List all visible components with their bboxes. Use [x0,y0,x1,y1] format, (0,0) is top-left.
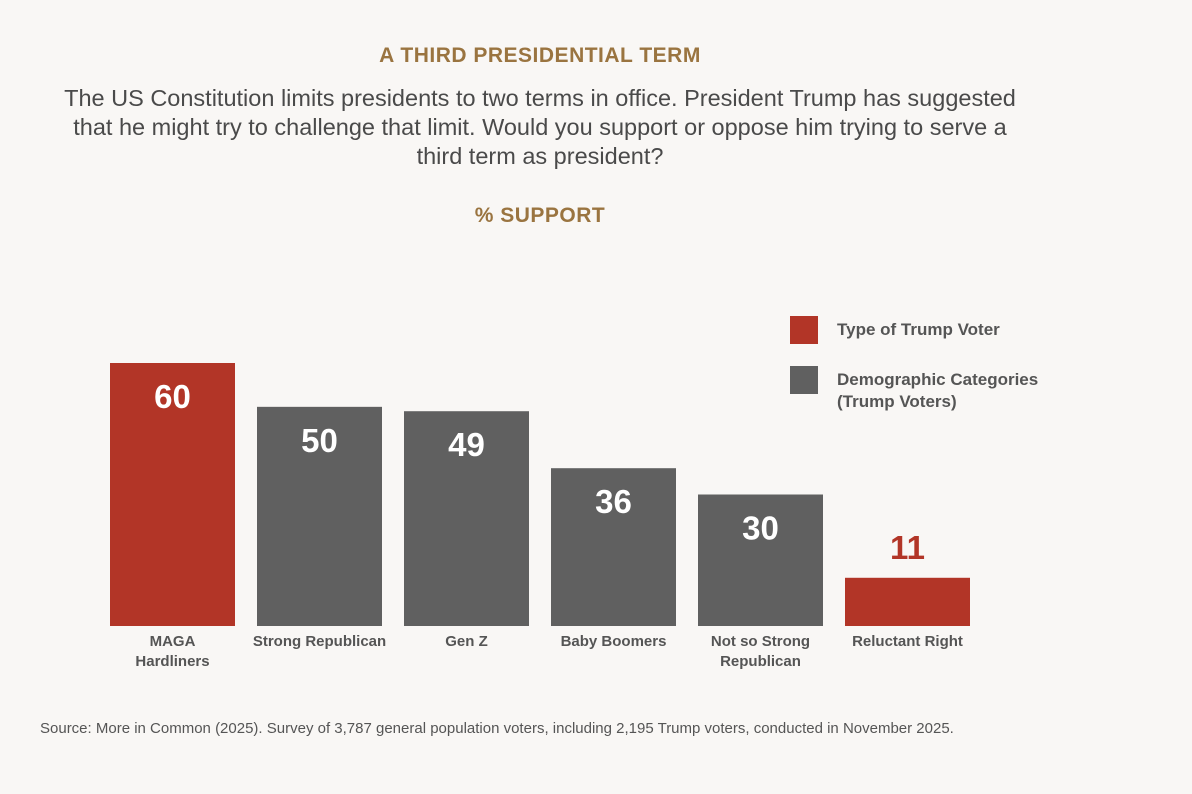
data-label: 49 [448,426,485,463]
legend-item-trump-voter-type: Type of Trump Voter [790,316,1087,344]
data-label: 50 [301,422,338,459]
category-label: Not so Strong [711,633,810,650]
legend: Type of Trump Voter Demographic Categori… [790,316,1087,435]
category-label: Gen Z [445,633,488,650]
data-label: 36 [595,483,632,520]
bar [698,494,823,626]
legend-swatch-red [790,316,818,344]
bar [551,468,676,626]
data-label: 30 [742,510,779,547]
bar [257,406,382,626]
legend-label: Type of Trump Voter [837,320,1000,339]
bar [845,577,970,626]
legend-label: Demographic Categories (Trump Voters) [837,370,1039,411]
bar [404,411,529,626]
data-label: 60 [154,378,191,415]
survey-question: The US Constitution limits presidents to… [64,85,1016,169]
category-label: Strong Republican [253,633,386,650]
legend-swatch-gray [790,366,818,394]
category-label: Republican [720,653,801,670]
bar [110,363,235,626]
category-label: Reluctant Right [852,633,963,650]
category-label: Hardliners [135,653,209,670]
legend-item-demographic: Demographic Categories (Trump Voters) [790,366,1087,413]
chart-title: % SUPPORT [474,204,606,227]
data-label: 11 [890,529,925,566]
chart-kicker: A THIRD PRESIDENTIAL TERM [379,44,701,67]
source-note: Source: More in Common (2025). Survey of… [40,720,954,737]
category-label: Baby Boomers [561,633,667,650]
category-label: MAGA [150,633,196,650]
